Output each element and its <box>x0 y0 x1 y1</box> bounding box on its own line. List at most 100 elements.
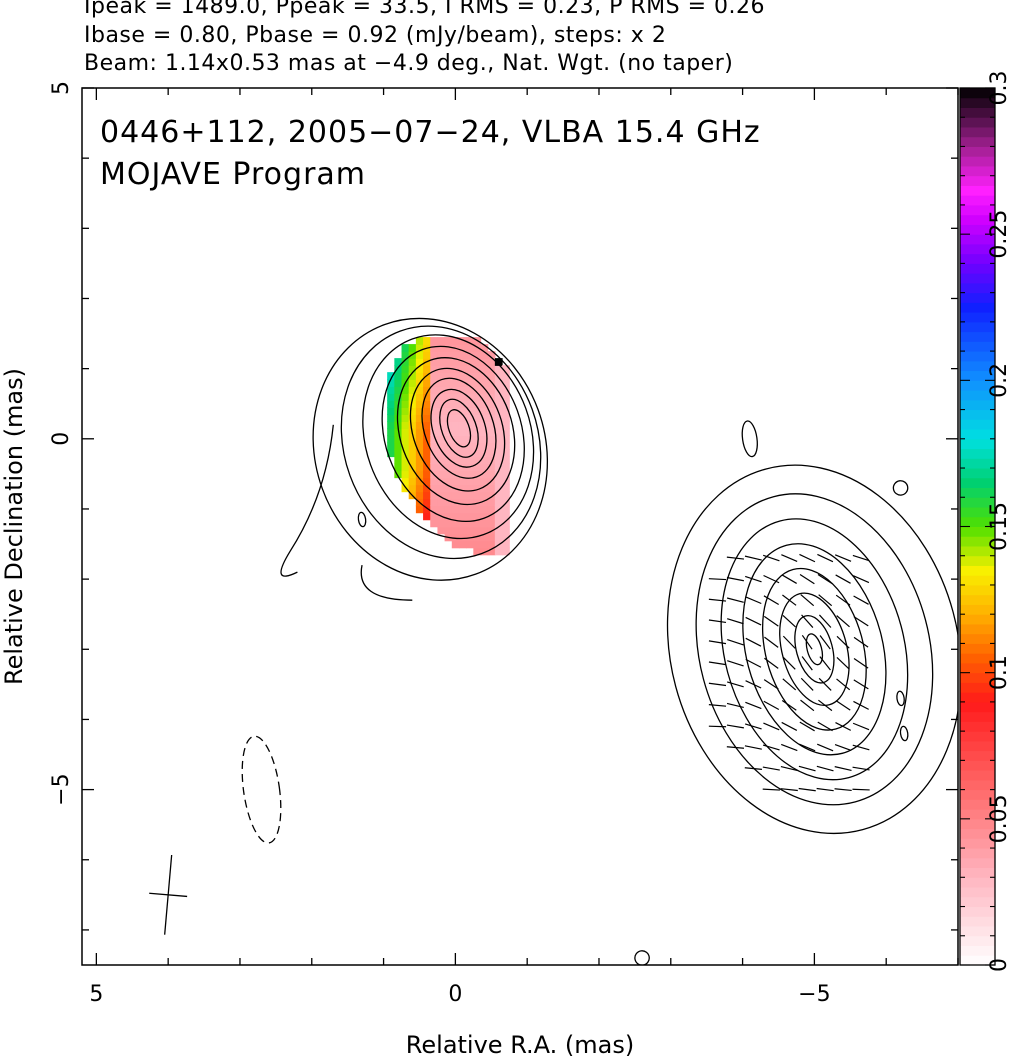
polarization-pixel <box>437 358 446 366</box>
polarization-pixel <box>415 505 424 514</box>
evpa-stick <box>782 615 796 628</box>
polarization-pixel <box>458 505 467 514</box>
colorbar-tick-label: 0.2 <box>987 363 1012 398</box>
polarization-pixel <box>401 344 410 352</box>
evpa-stick <box>852 554 870 562</box>
colorbar: 0 0.05 0.1 0.15 0.2 0.25 0.3 <box>959 71 1012 972</box>
polarization-pixel <box>437 505 446 514</box>
polarization-pixel <box>430 372 439 380</box>
polarization-pixel <box>430 400 439 408</box>
colorbar-swatch <box>960 302 995 313</box>
colorbar-swatch <box>960 477 995 489</box>
polarization-pixel <box>423 484 431 493</box>
polarization-pixel <box>487 498 496 507</box>
stokes-i-contour <box>396 357 516 506</box>
polarization-pixel <box>480 484 489 493</box>
polarization-pixel <box>487 470 496 479</box>
polarization-pixel <box>487 505 496 514</box>
evpa-stick <box>800 699 815 712</box>
evpa-stick <box>763 574 780 584</box>
evpa-stick <box>763 679 779 690</box>
evpa-stick <box>708 704 727 707</box>
polarization-pixel <box>437 337 446 345</box>
polarization-pixel <box>473 414 482 423</box>
colorbar-swatch <box>960 701 995 713</box>
polarization-pixel <box>502 435 510 444</box>
polarization-pixel <box>466 491 474 500</box>
polarization-pixel <box>487 435 496 444</box>
evpa-stick <box>726 746 745 749</box>
polarization-pixel <box>473 491 482 500</box>
polarization-pixel <box>430 463 439 472</box>
polarization-pixel <box>451 435 460 444</box>
colorbar-swatch <box>960 292 995 303</box>
colorbar-swatch <box>960 926 995 937</box>
polarization-pixel <box>466 449 474 458</box>
polarization-pixel <box>502 393 510 401</box>
polarization-pixel <box>502 484 510 493</box>
polarization-pixel <box>415 351 424 359</box>
polarization-pixel <box>487 407 496 416</box>
evpa-stick <box>852 722 870 731</box>
polarization-pixel <box>502 442 510 451</box>
polarization-pixel <box>444 477 453 486</box>
small-contour <box>896 690 905 707</box>
polarization-pixel <box>451 407 460 416</box>
polarization-pixel <box>480 463 489 472</box>
colorbar-swatch <box>960 156 995 167</box>
polarization-pixel <box>394 449 403 458</box>
evpa-stick <box>819 635 831 650</box>
y-tick-label: 0 <box>49 432 74 446</box>
evpa-stick <box>853 595 869 605</box>
colorbar-swatch <box>960 643 995 654</box>
polarization-pixel <box>415 386 424 394</box>
colorbar-swatch <box>960 828 995 839</box>
polarization-pixel <box>487 372 496 380</box>
polarization-pixel <box>451 491 460 500</box>
polarization-pixel <box>473 435 482 444</box>
small-contour <box>357 511 367 528</box>
x-tick-label: 5 <box>89 982 103 1007</box>
polarization-pixel <box>494 533 503 542</box>
colorbar-swatch <box>960 760 995 771</box>
polarization-pixel <box>480 365 489 373</box>
polarization-pixel <box>451 442 460 451</box>
polarization-pixel <box>437 435 446 444</box>
polarization-pixel <box>430 407 439 416</box>
polarization-pixel <box>487 358 496 366</box>
stokes-i-contour <box>362 334 535 540</box>
polarization-pixel <box>415 456 424 465</box>
polarization-pixel <box>437 400 446 408</box>
polarization-pixel <box>480 372 489 380</box>
polarization-pixel <box>458 344 467 352</box>
polarization-pixel <box>423 498 431 507</box>
polarization-pixel <box>444 526 453 535</box>
stokes-i-contour-tail <box>360 564 413 601</box>
evpa-stick <box>817 743 834 752</box>
polarization-pixel <box>480 428 489 437</box>
polarization-pixel <box>494 365 503 373</box>
polarization-pixel <box>437 484 446 493</box>
polarization-pixel <box>415 407 424 416</box>
evpa-stick <box>708 661 727 666</box>
colorbar-swatch <box>960 818 995 830</box>
colorbar-swatch <box>960 516 995 527</box>
colorbar-swatch <box>960 429 995 440</box>
colorbar-swatch <box>960 380 995 391</box>
polarization-pixel <box>408 435 417 444</box>
evpa-stick <box>708 598 727 602</box>
colorbar-tick-label: 0.05 <box>987 794 1012 843</box>
evpa-stick <box>781 743 798 752</box>
evpa-stick <box>853 679 869 690</box>
polarization-pixel <box>480 386 489 394</box>
evpa-stick <box>818 614 832 628</box>
polarization-pixel <box>473 449 482 458</box>
polarization-pixel <box>444 351 453 359</box>
polarization-pixel <box>494 491 503 500</box>
polarization-pixel <box>502 386 510 394</box>
colorbar-swatch <box>960 458 995 469</box>
evpa-stick <box>834 554 852 562</box>
colorbar-swatch <box>960 721 995 732</box>
polarization-pixel <box>423 372 431 380</box>
evpa-stick <box>782 678 797 691</box>
